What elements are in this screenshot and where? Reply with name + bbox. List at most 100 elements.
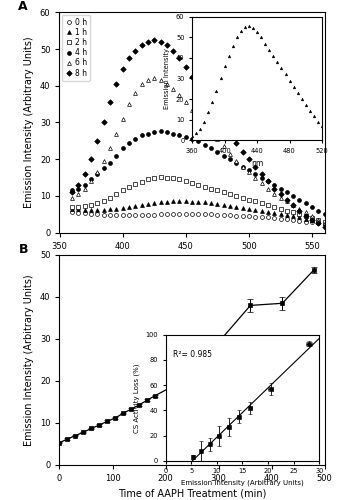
- 8 h: [102, 120, 106, 126]
- 4 h: [89, 176, 93, 182]
- 6 h: [228, 150, 232, 156]
- 2 h: [76, 204, 81, 210]
- 1 h: [316, 218, 320, 224]
- 1 h: [228, 203, 232, 209]
- 6 h: [127, 101, 131, 107]
- 6 h: [177, 92, 182, 98]
- 0 h: [133, 212, 137, 218]
- 6 h: [76, 191, 81, 197]
- 1 h: [285, 212, 289, 218]
- 6 h: [114, 130, 118, 136]
- 2 h: [89, 202, 93, 208]
- 6 h: [278, 194, 283, 200]
- 0 h: [70, 210, 74, 216]
- 4 h: [222, 152, 226, 158]
- 1 h: [197, 199, 201, 205]
- 8 h: [209, 103, 213, 109]
- 2 h: [121, 188, 125, 194]
- 2 h: [177, 176, 182, 182]
- 2 h: [234, 193, 238, 199]
- 2 h: [228, 191, 232, 197]
- 4 h: [190, 136, 194, 142]
- 1 h: [184, 198, 188, 204]
- 1 h: [76, 206, 81, 212]
- 1 h: [165, 198, 169, 204]
- 1 h: [127, 204, 131, 210]
- 2 h: [83, 203, 87, 209]
- 0 h: [184, 211, 188, 217]
- 6 h: [158, 78, 163, 84]
- 4 h: [121, 145, 125, 151]
- 6 h: [108, 145, 112, 151]
- 8 h: [222, 122, 226, 128]
- 6 h: [89, 178, 93, 184]
- 1 h: [222, 202, 226, 208]
- 6 h: [259, 180, 264, 186]
- 0 h: [285, 216, 289, 222]
- 0 h: [222, 212, 226, 218]
- 1 h: [234, 204, 238, 210]
- 4 h: [152, 128, 156, 134]
- 8 h: [146, 39, 150, 45]
- 0 h: [177, 211, 182, 217]
- 4 h: [215, 149, 219, 155]
- 1 h: [89, 207, 93, 213]
- 0 h: [259, 214, 264, 220]
- 1 h: [139, 202, 143, 208]
- 1 h: [241, 204, 245, 210]
- 2 h: [133, 181, 137, 187]
- 4 h: [146, 130, 150, 136]
- 6 h: [241, 164, 245, 170]
- Legend: 0 h, 1 h, 2 h, 4 h, 6 h, 8 h: 0 h, 1 h, 2 h, 4 h, 6 h, 8 h: [62, 15, 90, 80]
- 0 h: [272, 215, 276, 221]
- 4 h: [278, 186, 283, 192]
- 8 h: [298, 208, 302, 214]
- 0 h: [139, 212, 143, 218]
- 8 h: [70, 189, 74, 195]
- 2 h: [259, 200, 264, 206]
- 0 h: [146, 212, 150, 218]
- 6 h: [102, 158, 106, 164]
- 6 h: [139, 81, 143, 87]
- 2 h: [272, 204, 276, 210]
- 8 h: [133, 48, 137, 54]
- 4 h: [310, 204, 314, 210]
- 2 h: [165, 174, 169, 180]
- 8 h: [114, 81, 118, 87]
- 2 h: [247, 196, 251, 202]
- 4 h: [70, 188, 74, 194]
- 4 h: [184, 134, 188, 140]
- 0 h: [241, 213, 245, 219]
- 0 h: [215, 212, 219, 218]
- 8 h: [203, 94, 207, 100]
- 0 h: [165, 211, 169, 217]
- 1 h: [171, 198, 175, 204]
- 0 h: [228, 212, 232, 218]
- 0 h: [190, 211, 194, 217]
- 4 h: [323, 211, 327, 217]
- 0 h: [102, 212, 106, 218]
- 0 h: [291, 217, 295, 223]
- 2 h: [285, 208, 289, 214]
- 8 h: [285, 196, 289, 202]
- 6 h: [146, 78, 150, 84]
- 6 h: [184, 100, 188, 105]
- 6 h: [323, 220, 327, 226]
- 0 h: [89, 211, 93, 217]
- 8 h: [266, 178, 270, 184]
- 1 h: [298, 214, 302, 220]
- 6 h: [209, 128, 213, 134]
- 1 h: [152, 200, 156, 206]
- 4 h: [83, 182, 87, 188]
- 0 h: [127, 212, 131, 218]
- 8 h: [197, 84, 201, 90]
- 2 h: [266, 202, 270, 208]
- 0 h: [266, 214, 270, 220]
- 1 h: [266, 209, 270, 215]
- 6 h: [83, 186, 87, 192]
- 2 h: [253, 198, 257, 204]
- Line: 2 h: 2 h: [70, 175, 327, 224]
- 0 h: [310, 219, 314, 225]
- 6 h: [203, 122, 207, 128]
- 2 h: [323, 218, 327, 224]
